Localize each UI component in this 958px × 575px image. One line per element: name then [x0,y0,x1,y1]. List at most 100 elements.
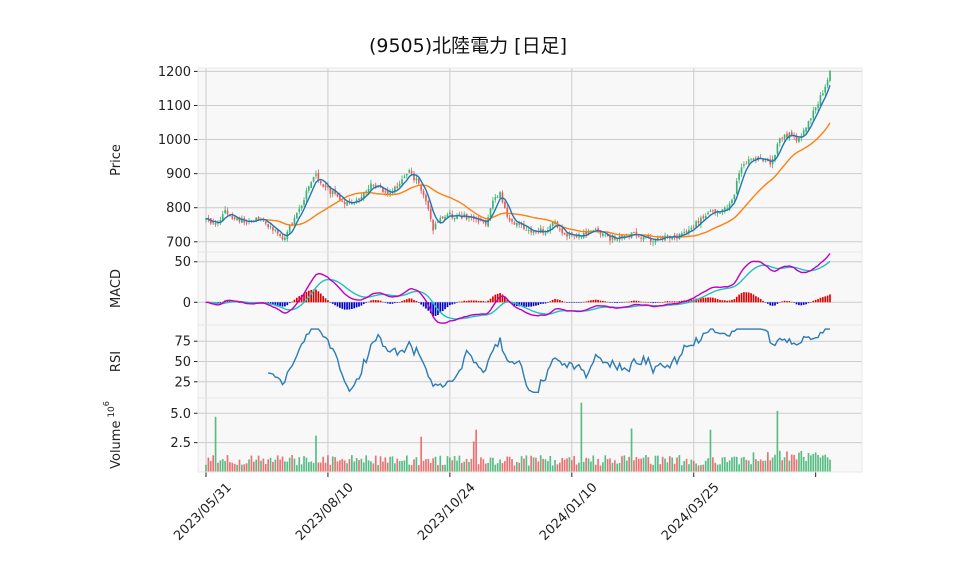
candle-body [544,233,547,235]
macd-hist-bar [616,302,619,304]
candle-body [405,173,408,176]
volume-bar [532,457,535,472]
candle-body [559,228,561,230]
macd-hist-bar [642,301,645,303]
volume-bar [637,458,640,472]
macd-hist-bar [281,302,284,307]
volume-bar [530,455,532,472]
volume-bar [685,458,688,472]
volume-bar [680,465,683,472]
volume-bar [807,452,810,472]
macd-hist-bar [403,300,406,303]
macd-hist-bar [365,302,368,303]
candle-body [829,71,831,81]
volume-bar [453,456,456,472]
candle-body [530,228,532,233]
volume-bar [704,460,707,472]
macd-hist-bar [556,299,559,303]
volume-bar [568,457,571,472]
macd-hist-bar [702,297,705,303]
volume-bar [243,464,246,472]
volume-bar [372,463,375,472]
volume-bar [613,460,616,472]
macd-hist-bar [489,298,492,303]
volume-bar [793,454,795,472]
volume-bar [508,456,511,472]
volume-bar [241,464,243,472]
macd-hist-bar [819,297,822,303]
macd-hist-bar [821,297,824,303]
volume-bar [205,464,207,472]
candle-body [621,235,623,237]
volume-bar [795,459,798,472]
macd-hist-bar [401,301,403,303]
macd-hist-bar [336,302,339,307]
x-tick-label-2: 2023/10/24 [415,480,479,544]
volume-bar [501,463,504,472]
macd-hist-bar [374,300,377,303]
volume-bar [769,460,772,472]
volume-bar [767,452,769,472]
macd-hist-bar [611,302,614,303]
volume-bar [212,455,215,472]
candle-body [755,158,757,160]
candle-body [219,220,222,223]
volume-bar [635,457,638,472]
volume-bar [492,457,494,472]
volume-ylabel-exponent: 10 [107,406,117,421]
volume-bar [747,460,750,472]
macd-hist-bar [305,291,308,303]
candle-body [654,239,657,243]
macd-hist-bar [554,298,556,303]
candle-body [446,214,449,218]
macd-hist-bar [535,302,537,306]
macd-hist-bar [714,298,717,303]
price-ytick-label-3: 1000 [158,133,191,148]
candle-body [408,170,411,173]
macd-line [205,252,831,324]
volume-bar [762,460,764,472]
x-tick-label-4: 2024/03/25 [659,480,723,544]
candle-body [384,191,387,193]
candle-body [692,226,695,228]
volume-bar [625,460,628,472]
macd-hist-bar [530,302,532,307]
volume-bar [774,454,776,472]
volume-bar [219,460,222,472]
macd-hist-bar [269,302,272,304]
volume-bar [764,460,767,472]
macd-hist-bar [456,302,458,303]
macd-hist-bar [549,301,552,303]
candle-body [578,236,580,238]
candle-body [214,222,217,225]
candle-body [231,216,234,219]
x-tick-label-3: 2024/01/10 [537,480,601,544]
volume-bar [458,455,461,472]
candle-body [750,158,752,160]
volume-bar [245,463,248,472]
candle-body [276,230,279,234]
candle-body [322,184,324,187]
candle-body [812,110,815,119]
volume-bar [480,457,482,472]
macd-hist-bar [628,301,631,303]
candle-body [398,183,401,187]
volume-bar [441,465,444,472]
volume-bar [487,462,489,472]
candle-body [535,231,537,233]
candle-body [508,218,511,221]
price-ylabel: Price [109,144,124,176]
macd-hist-bar [800,302,803,306]
macd-hist-bar [324,298,327,303]
volume-bar [420,436,423,472]
candle-body [334,189,336,194]
volume-bar [417,465,420,472]
volume-bar [544,459,547,472]
volume-bar [312,463,315,472]
macd-hist-bar [735,296,738,303]
candle-body [494,197,497,200]
macd-hist-bar [793,302,795,303]
candle-body [324,185,327,188]
macd-hist-bar [723,300,726,303]
macd-hist-bar [480,300,482,303]
